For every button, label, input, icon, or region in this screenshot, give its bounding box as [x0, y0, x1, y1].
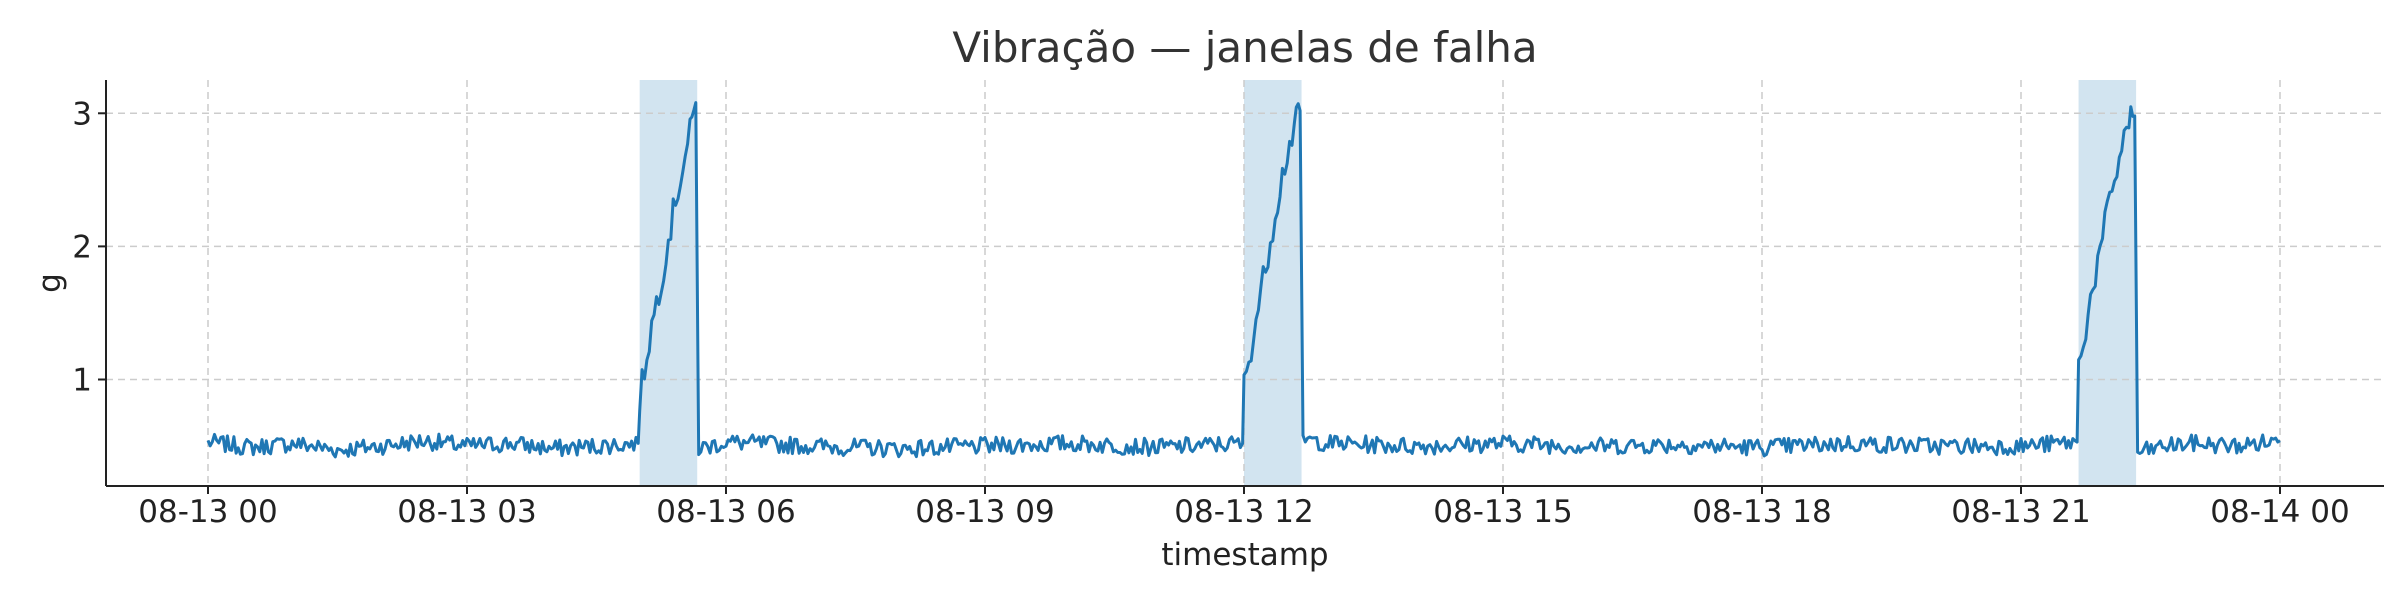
- grid: [106, 80, 2384, 486]
- x-tick-label: 08-13 18: [1692, 494, 1831, 530]
- x-axis-label: timestamp: [1161, 537, 1328, 573]
- x-tick-label: 08-13 03: [397, 494, 536, 530]
- chart-title: Vibração — janelas de falha: [952, 23, 1537, 72]
- x-tick-label: 08-13 06: [656, 494, 795, 530]
- y-tick-label: 2: [72, 229, 92, 265]
- vibration-series-line: [206, 101, 2281, 459]
- fault-window-3: [2078, 80, 2137, 486]
- x-tick-label: 08-13 21: [1951, 494, 2090, 530]
- y-tick-label: 3: [72, 96, 92, 132]
- y-axis-label: g: [32, 273, 68, 293]
- fault-windows: [639, 80, 2137, 486]
- x-tick-label: 08-13 15: [1433, 494, 1572, 530]
- x-tick-label: 08-13 12: [1174, 494, 1313, 530]
- x-tick-label: 08-14 00: [2210, 494, 2349, 530]
- tick-labels: 08-13 00 08-13 03 08-13 06 08-13 09 08-13 12…: [72, 96, 2349, 530]
- y-tick-label: 1: [72, 363, 92, 399]
- x-tick-label: 08-13 00: [138, 494, 277, 530]
- x-tick-label: 08-13 09: [915, 494, 1054, 530]
- series-layer: [206, 101, 2281, 459]
- fault-window-2: [1244, 80, 1302, 486]
